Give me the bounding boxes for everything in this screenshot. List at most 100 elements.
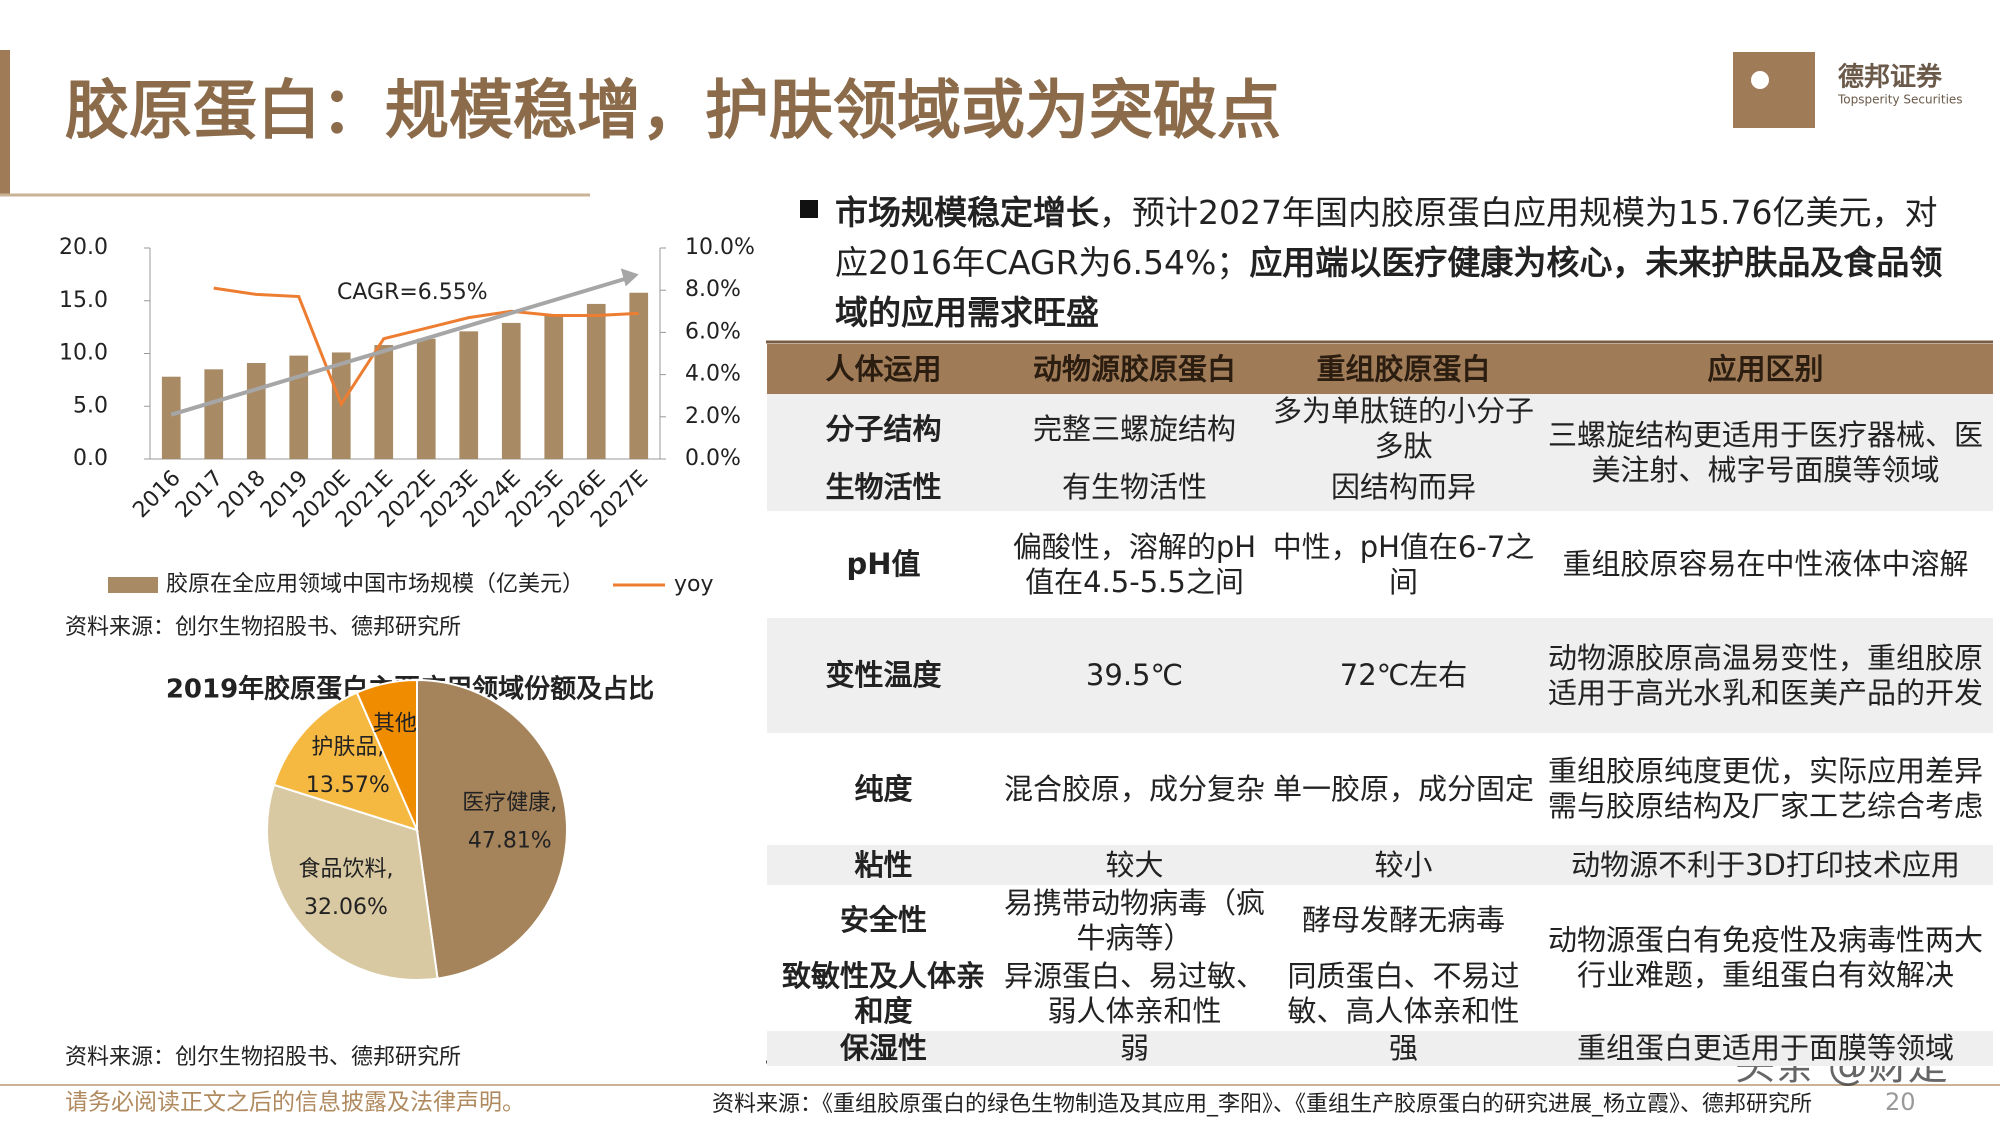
bar [289,355,309,459]
table-row: pH值 偏酸性，溶解的pH值在4.5-5.5之间 中性，pH值在6-7之间 重组胶原容… [767,511,1993,618]
cell: 混合胶原，成分复杂 [1003,771,1265,806]
cell: 动物源胶原高温易变性，重组胶原适用于高光水乳和医美产品的开发 [1547,640,1983,710]
y2-tick-label: 0.0% [685,446,741,471]
source: 资料来源：创尔生物招股书、德邦研究所 [65,615,461,640]
slice-value: 32.06% [304,895,388,920]
header-cell: 应用区别 [1538,344,1993,394]
y-tick-label: 10.0 [59,341,108,366]
y2-tick-label: 10.0% [685,235,755,260]
header-cell: 动物源胶原蛋白 [1000,344,1269,394]
row-label: 安全性 [839,903,927,937]
row-label: 纯度 [854,771,913,806]
pie-slice [416,678,568,980]
slice-label: 食品饮料, [298,857,393,882]
bar [374,345,394,459]
pie-slice [266,783,439,981]
legend-label: yoy [674,572,714,597]
yoy-line [213,286,639,408]
bar [544,314,564,459]
logo-en: Topsperity Securities [1837,93,1963,107]
cell: 动物源不利于3D打印技术应用 [1571,847,1960,882]
header-cell: 人体运用 [767,344,1000,394]
disclaimer: 请务必阅读正文之后的信息披露及法律声明。 [65,1090,525,1116]
logo-mark [1733,52,1815,128]
cell: 异源蛋白、易过敏、弱人体亲和性 [1003,958,1265,1028]
summary-bold: 应用端以医疗健康为核心，未来护肤品及食品领域的应用需求旺盛 [835,243,1943,332]
summary-bold: 市场规模稳定增长 [835,193,1099,232]
row-label: 致敏性及人体亲和度 [781,958,985,1028]
summary: 市场规模稳定增长，预计2027年国内胶原蛋白应用规模为15.76亿美元，对应20… [835,188,1965,338]
pie-slice [355,678,418,831]
x-tick-label: 2016 [128,466,185,523]
watermark: 头条 @财是 [1735,1043,1948,1089]
bar [501,322,521,459]
slice-label: 其他 [373,711,417,736]
cell: 72℃左右 [1339,658,1468,692]
bar [629,292,649,459]
cell: 强 [1388,1031,1418,1065]
cell: 较小 [1374,847,1433,882]
bullet [800,200,818,218]
title-bar [0,50,10,195]
slice-label: 医疗健康, [462,791,557,816]
annotation: CAGR=6.55% [337,280,488,305]
header-cell: 重组胶原蛋白 [1269,344,1538,394]
cell: 酵母发酵无病毒 [1301,903,1505,937]
cell: 完整三螺旋结构 [1032,411,1236,446]
row-label: 生物活性 [825,470,942,504]
cell: 弱 [1119,1031,1149,1065]
cell: 39.5℃ [1085,658,1184,692]
page-number: 20 [1885,1088,1916,1116]
y-tick-label: 0.0 [73,446,108,471]
logo-dot [1751,71,1769,89]
cell: 三螺旋结构更适用于医疗器械、医美注射、械字号面膜等领域 [1547,417,1983,487]
bar [459,331,479,459]
cell: 中性，pH值在6-7之间 [1272,529,1535,599]
table-row: 粘性 较大 较小 动物源不利于3D打印技术应用 [767,845,1993,885]
bar [246,362,266,459]
title: 胶原蛋白：规模稳增，护肤领域或为突破点 [65,75,1281,149]
row-label: 分子结构 [825,411,942,446]
y2-tick-label: 4.0% [685,362,741,387]
table-row: 保湿性 弱 强 重组蛋白更适用于面膜等领域 [767,1031,1993,1066]
table-row: 分子结构 完整三螺旋结构 多为单肽链的小分子多肽 三螺旋结构更适用于医疗器械、医美注射… [767,394,1993,487]
y2-tick-label: 6.0% [685,319,741,344]
cell: 重组胶原纯度更优，实际应用差异需与胶原结构及厂家工艺综合考虑 [1547,754,1983,823]
legend-label: 胶原在全应用领域中国市场规模（亿美元） [166,572,584,597]
slice-value: 13.57% [306,773,390,798]
cell: 同质蛋白、不易过敏、高人体亲和性 [1287,958,1520,1028]
pie-slice [272,691,419,832]
cell: 有生物活性 [1061,470,1207,504]
cell: 动物源蛋白有免疫性及病毒性两大行业难题，重组蛋白有效解决 [1547,923,1983,992]
header-row: 人体运用 动物源胶原蛋白 重组胶原蛋白 应用区别 [767,344,1993,394]
row-label: 变性温度 [825,658,942,692]
slice-value: 47.81% [468,829,552,854]
row-label: 粘性 [854,847,913,882]
legend-swatch [108,577,158,593]
cell: 重组蛋白更适用于面膜等领域 [1576,1031,1954,1065]
trend-arrow [170,276,628,417]
cell: 较大 [1105,847,1164,882]
comparison-table: 人体运用 动物源胶原蛋白 重组胶原蛋白 应用区别 分子结构 完整三螺旋结构 多为单肽链的小分… [767,344,1993,1066]
y-tick-label: 5.0 [73,393,108,418]
bar [416,338,436,459]
bar [586,303,606,459]
table-row: 变性温度 39.5℃ 72℃左右 动物源胶原高温易变性，重组胶原适用于高光水乳和医美产… [767,618,1993,733]
slice-label: 护肤品, [311,735,384,760]
logo-name: 德邦证券 [1838,63,1943,93]
cell: 单一胶原，成分固定 [1272,771,1534,806]
x-tick-label: 2017 [171,466,228,523]
y-tick-label: 20.0 [59,235,108,260]
table-row: 纯度 混合胶原，成分复杂 单一胶原，成分固定 重组胶原纯度更优，实际应用差异需与胶原结… [767,733,1993,845]
footer-source: 资料来源：《重组胶原蛋白的绿色生物制造及其应用_李阳》、《重组生产胶原蛋白的研究… [712,1092,1812,1117]
row-label: 保湿性 [839,1031,927,1065]
bar [204,369,224,459]
cell: 偏酸性，溶解的pH值在4.5-5.5之间 [1012,529,1257,599]
cell: 重组胶原容易在中性液体中溶解 [1562,547,1969,581]
row-label: pH值 [846,547,921,581]
source: 资料来源：创尔生物招股书、德邦研究所 [65,1045,461,1070]
table-row: 安全性 易携带动物病毒（疯牛病等） 酵母发酵无病毒 动物源蛋白有免疫性及病毒性两大行业… [767,885,1993,992]
x-tick-label: 2018 [213,466,270,523]
